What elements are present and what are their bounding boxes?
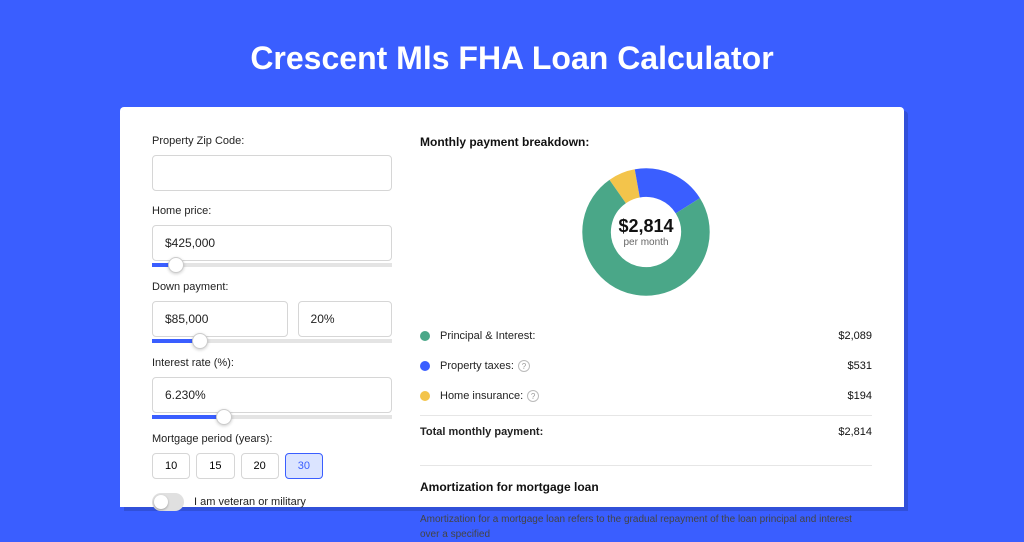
mortgage-period-options: 1015 2030	[152, 453, 392, 479]
home-price-input[interactable]	[152, 225, 392, 261]
period-btn-20[interactable]: 20	[241, 453, 279, 479]
breakdown-total-label: Total monthly payment:	[420, 426, 838, 438]
breakdown-row: Principal & Interest:$2,089	[420, 321, 872, 351]
zip-label: Property Zip Code:	[152, 135, 392, 147]
amortization-title: Amortization for mortgage loan	[420, 480, 872, 494]
home-price-label: Home price:	[152, 205, 392, 217]
period-btn-10[interactable]: 10	[152, 453, 190, 479]
home-price-field: Home price:	[152, 205, 392, 267]
zip-field: Property Zip Code:	[152, 135, 392, 191]
breakdown-column: Monthly payment breakdown: $2,814 per mo…	[420, 135, 872, 479]
breakdown-row: Home insurance:?$194	[420, 381, 872, 411]
breakdown-value: $2,089	[838, 330, 872, 342]
info-icon[interactable]: ?	[518, 360, 530, 372]
interest-rate-slider[interactable]	[152, 415, 392, 419]
period-btn-15[interactable]: 15	[196, 453, 234, 479]
inputs-column: Property Zip Code: Home price: Down paym…	[152, 135, 392, 479]
zip-input[interactable]	[152, 155, 392, 191]
down-payment-label: Down payment:	[152, 281, 392, 293]
period-btn-30[interactable]: 30	[285, 453, 323, 479]
donut-slice	[637, 183, 688, 206]
interest-rate-slider-fill	[152, 415, 224, 419]
donut-chart-wrap: $2,814 per month	[420, 167, 872, 297]
home-price-slider[interactable]	[152, 263, 392, 267]
donut-chart: $2,814 per month	[581, 167, 711, 297]
breakdown-list: Principal & Interest:$2,089Property taxe…	[420, 321, 872, 411]
legend-dot	[420, 361, 430, 371]
donut-center: $2,814 per month	[618, 216, 673, 248]
down-payment-slider[interactable]	[152, 339, 392, 343]
breakdown-label: Principal & Interest:	[440, 330, 838, 342]
interest-rate-field: Interest rate (%):	[152, 357, 392, 419]
down-payment-slider-thumb[interactable]	[192, 333, 208, 349]
donut-amount: $2,814	[618, 216, 673, 237]
legend-dot	[420, 391, 430, 401]
interest-rate-slider-thumb[interactable]	[216, 409, 232, 425]
legend-dot	[420, 331, 430, 341]
amortization-text: Amortization for a mortgage loan refers …	[420, 512, 872, 542]
page-title: Crescent Mls FHA Loan Calculator	[0, 0, 1024, 107]
donut-sub: per month	[618, 237, 673, 248]
veteran-toggle-label: I am veteran or military	[194, 496, 306, 508]
veteran-toggle-knob	[154, 495, 168, 509]
down-payment-field: Down payment:	[152, 281, 392, 343]
interest-rate-input[interactable]	[152, 377, 392, 413]
breakdown-value: $194	[848, 390, 872, 402]
breakdown-label: Property taxes:?	[440, 360, 848, 372]
mortgage-period-field: Mortgage period (years): 1015 2030	[152, 433, 392, 479]
breakdown-label: Home insurance:?	[440, 390, 848, 402]
breakdown-value: $531	[848, 360, 872, 372]
home-price-slider-thumb[interactable]	[168, 257, 184, 273]
down-payment-percent-input[interactable]	[298, 301, 392, 337]
calculator-card: Property Zip Code: Home price: Down paym…	[120, 107, 904, 507]
breakdown-row: Property taxes:?$531	[420, 351, 872, 381]
veteran-toggle-row: I am veteran or military	[152, 493, 392, 511]
donut-slice	[618, 183, 638, 191]
down-payment-amount-input[interactable]	[152, 301, 288, 337]
breakdown-total-row: Total monthly payment: $2,814	[420, 415, 872, 447]
breakdown-title: Monthly payment breakdown:	[420, 135, 872, 149]
info-icon[interactable]: ?	[527, 390, 539, 402]
veteran-toggle[interactable]	[152, 493, 184, 511]
divider	[420, 465, 872, 466]
mortgage-period-label: Mortgage period (years):	[152, 433, 392, 445]
breakdown-total-value: $2,814	[838, 426, 872, 438]
interest-rate-label: Interest rate (%):	[152, 357, 392, 369]
